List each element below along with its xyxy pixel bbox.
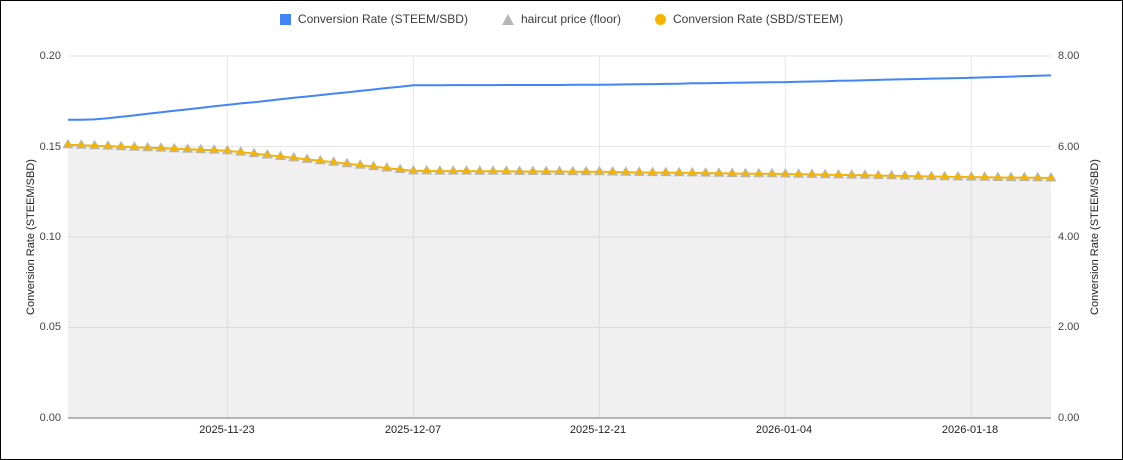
right-axis-tick: 8.00 [1058,50,1080,62]
right-axis-tick: 0.00 [1058,412,1080,424]
legend-item-conversion-sbd-steem: Conversion Rate (SBD/STEEM) [655,12,843,26]
triangle-marker-icon [501,13,514,25]
left-axis-title: Conversion Rate (STEEM/SBD) [25,159,37,315]
legend-item-conversion-steem-sbd: Conversion Rate (STEEM/SBD) [279,12,468,26]
x-axis-tick: 2026-01-18 [941,424,999,436]
circle-marker-icon [655,13,667,25]
square-marker-icon [279,13,291,25]
right-axis-title: Conversion Rate (STEEM/SBD) [1089,159,1101,315]
right-axis-tick: 6.00 [1058,141,1080,153]
left-axis-tick: 0.10 [39,231,61,243]
right-axis-tick: 2.00 [1058,321,1080,333]
legend-label-conversion-sbd-steem: Conversion Rate (SBD/STEEM) [673,12,844,26]
x-axis-tick: 2025-12-07 [384,424,442,436]
x-axis-tick: 2026-01-04 [755,424,813,436]
left-axis-tick: 0.00 [39,412,61,424]
left-axis-tick: 0.15 [39,141,61,153]
legend-label-haircut-price: haircut price (floor) [520,12,622,26]
x-axis-tick: 2025-12-21 [569,424,627,436]
legend-label-conversion-steem-sbd: Conversion Rate (STEEM/SBD) [297,12,468,26]
chart-legend: Conversion Rate (STEEM/SBD) haircut pric… [1,12,1122,26]
x-axis-tick: 2025-11-23 [199,424,255,436]
left-axis-tick: 0.20 [39,50,61,62]
right-axis-tick: 4.00 [1058,231,1080,243]
legend-item-haircut-price: haircut price (floor) [501,12,622,26]
left-axis-tick: 0.05 [39,321,61,333]
